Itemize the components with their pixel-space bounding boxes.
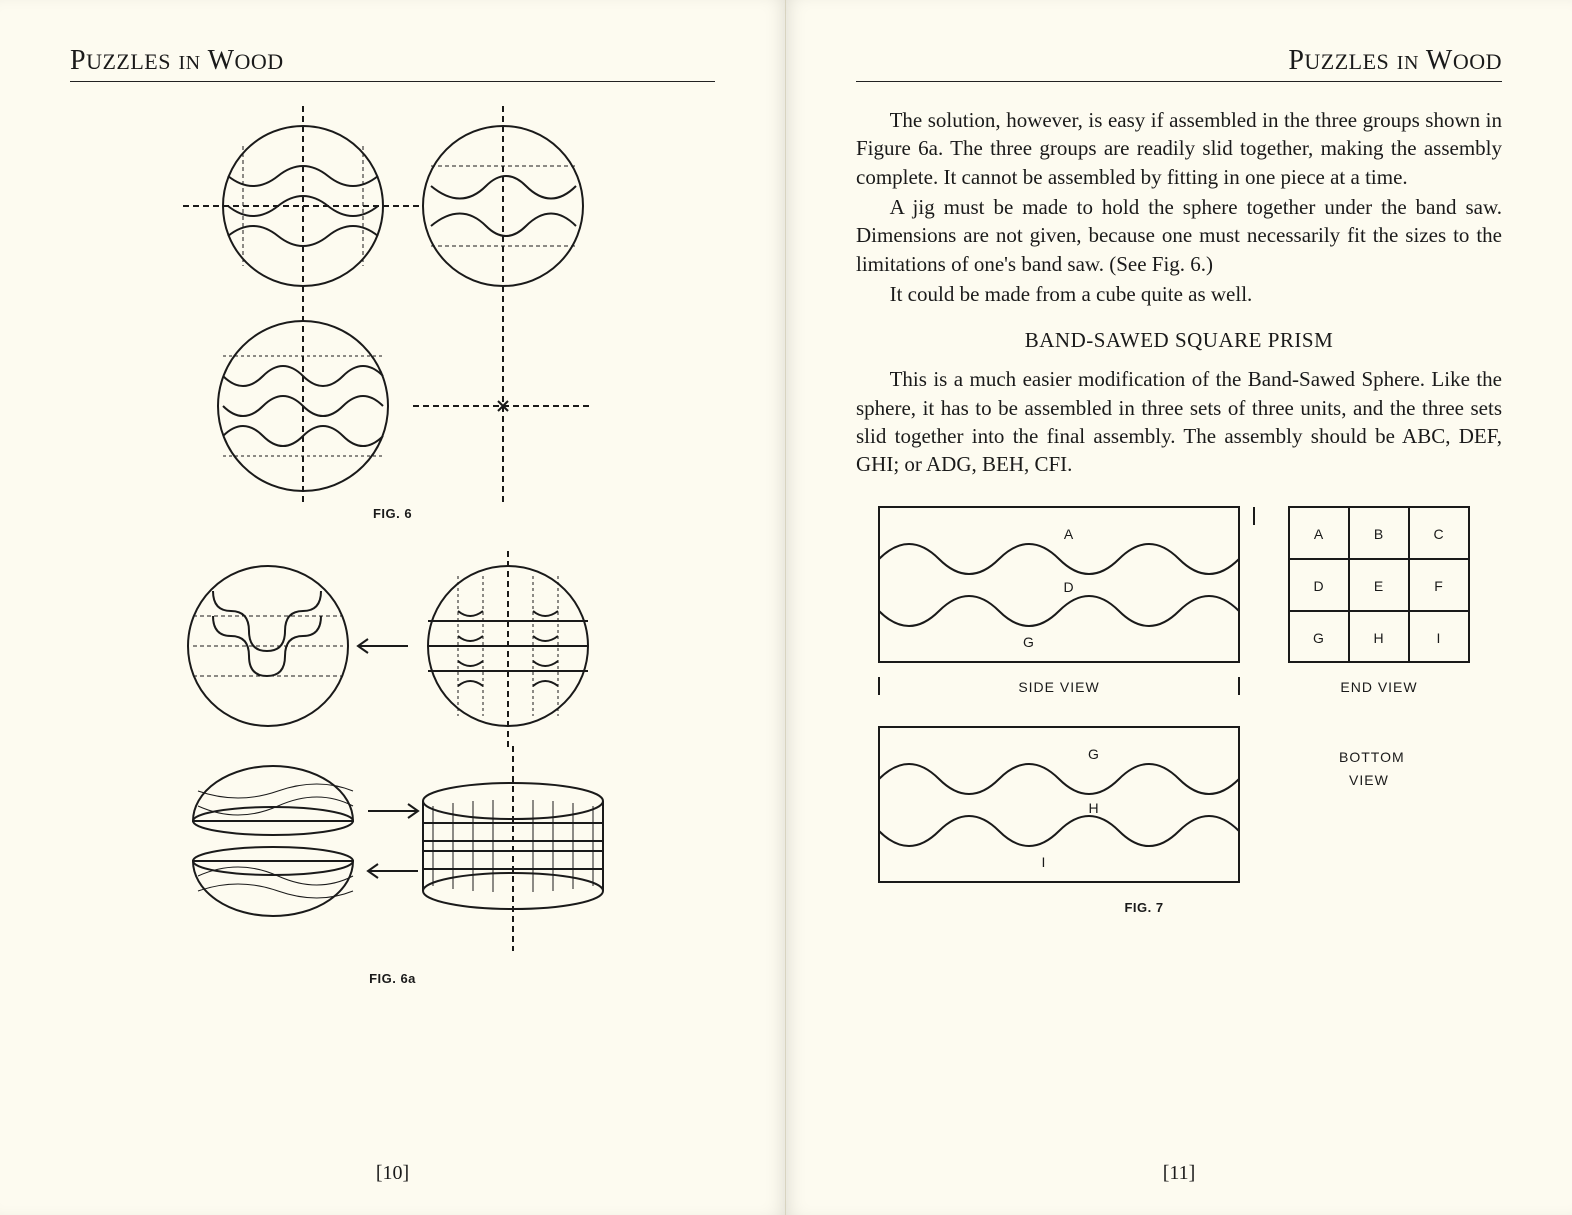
end-c: C: [1433, 526, 1444, 542]
end-a: A: [1314, 526, 1324, 542]
side-label-g: G: [1023, 634, 1035, 650]
figure-6-caption: FIG. 6: [373, 506, 412, 521]
paragraph-4: This is a much easier modification of th…: [856, 365, 1502, 478]
end-h: H: [1373, 630, 1384, 646]
figure-6a: FIG. 6a: [70, 551, 715, 986]
end-d: D: [1313, 578, 1324, 594]
figure-7: A D G SIDE VIEW: [856, 497, 1502, 927]
paragraph-1: The solution, however, is easy if assemb…: [856, 106, 1502, 191]
bottom-label-i: I: [1042, 854, 1047, 870]
figure-7-svg: A D G SIDE VIEW: [869, 497, 1489, 927]
side-label-a: A: [1064, 526, 1074, 542]
section-heading: BAND-SAWED SQUARE PRISM: [856, 328, 1502, 353]
running-head-left: Puzzles in Wood: [70, 40, 715, 82]
running-head-right: Puzzles in Wood: [856, 40, 1502, 82]
end-g: G: [1313, 630, 1325, 646]
end-e: E: [1374, 578, 1384, 594]
end-b: B: [1374, 526, 1384, 542]
bottom-view-label-1: BOTTOM: [1339, 749, 1405, 765]
side-label-d: D: [1063, 579, 1074, 595]
body-text: The solution, however, is easy if assemb…: [856, 106, 1502, 479]
page-right: Puzzles in Wood The solution, however, i…: [786, 0, 1572, 1215]
end-view-label: END VIEW: [1340, 679, 1417, 695]
figure-6a-svg: [158, 551, 628, 971]
side-view-label: SIDE VIEW: [1018, 679, 1099, 695]
figure-6a-caption: FIG. 6a: [369, 971, 416, 986]
book-spread: Puzzles in Wood: [0, 0, 1572, 1215]
bottom-view-label-2: VIEW: [1349, 772, 1389, 788]
bottom-label-h: H: [1088, 800, 1099, 816]
page-number-left: [10]: [0, 1162, 785, 1185]
end-f: F: [1434, 578, 1444, 594]
bottom-label-g: G: [1088, 746, 1100, 762]
end-i: I: [1437, 630, 1442, 646]
figure-6: FIG. 6: [70, 106, 715, 521]
paragraph-2: A jig must be made to hold the sphere to…: [856, 193, 1502, 278]
figure-7-caption: FIG. 7: [1124, 900, 1163, 915]
figure-6-svg: [183, 106, 603, 506]
page-left: Puzzles in Wood: [0, 0, 786, 1215]
paragraph-3: It could be made from a cube quite as we…: [856, 280, 1502, 308]
page-number-right: [11]: [786, 1162, 1572, 1185]
